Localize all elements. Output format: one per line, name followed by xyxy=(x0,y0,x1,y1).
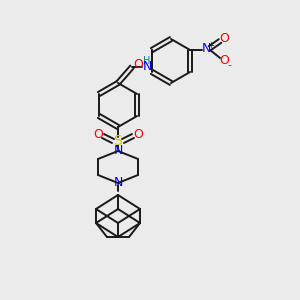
Text: O: O xyxy=(219,55,229,68)
Text: O: O xyxy=(219,32,229,44)
Text: O: O xyxy=(133,58,143,70)
Text: O: O xyxy=(93,128,103,140)
Text: -: - xyxy=(227,60,231,70)
Text: N: N xyxy=(201,43,211,56)
Text: N: N xyxy=(113,176,123,190)
Text: +: + xyxy=(208,40,214,50)
Text: H: H xyxy=(143,56,151,66)
Text: S: S xyxy=(114,134,122,148)
Text: O: O xyxy=(133,128,143,140)
Text: N: N xyxy=(142,61,152,74)
Text: N: N xyxy=(113,145,123,158)
